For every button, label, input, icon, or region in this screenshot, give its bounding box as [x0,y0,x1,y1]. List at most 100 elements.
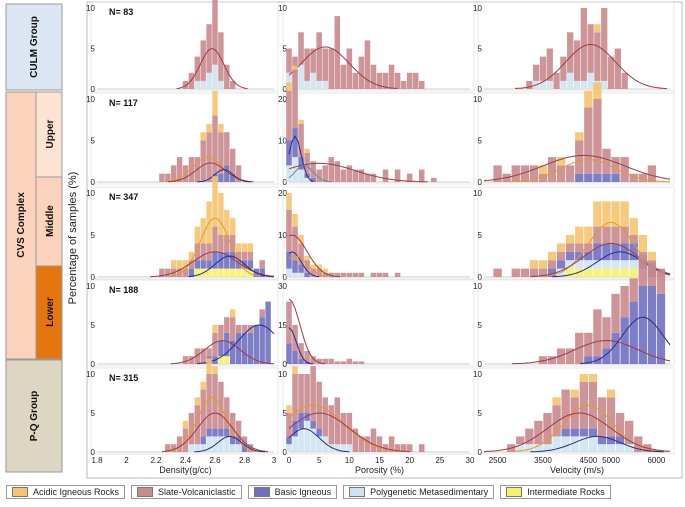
bar-slate [286,90,292,141]
bar-slate [206,348,212,357]
bar-slate [634,436,643,452]
bar-slate [547,260,557,269]
bar-slate [556,165,566,182]
bar-poly [560,80,567,89]
bar-poly [606,444,616,452]
bar-poly [322,80,328,89]
bar-poly [286,444,292,452]
bar-slate [538,173,548,182]
bar-acidic [593,82,602,99]
bar-basic [224,251,230,269]
legend-item-slate: Slate-Volcaniclastic [131,485,242,499]
bar-basic [298,157,304,170]
bar-slate [241,436,248,445]
panel-r2-c1: 0 10 20 [278,186,475,282]
bar-acidic [194,226,201,244]
bar-basic [265,301,271,364]
panel-r4-c0: 0 5 10 N= 315 1.8 2 2.2 2.4 2.6 2.8 3 Density(g/cc) [86,358,279,475]
bar-slate [235,420,242,437]
bar-slate [624,420,634,445]
bar-inter [235,268,242,277]
bar-acidic [529,260,539,269]
bar-slate [560,56,567,81]
bar-slate [602,317,611,349]
upper-label: Upper [45,119,56,148]
fit-curve-slate [288,46,398,89]
fit-curve-acidic [511,404,664,453]
fit-curve-basic [530,435,664,453]
bar-poly [194,444,201,452]
bar-acidic [292,65,298,70]
bar-slate [394,169,401,182]
bar-slate [170,165,177,182]
bar-inter [206,268,212,277]
bar-slate [629,278,638,302]
bar-poly [200,444,206,452]
bar-poly [346,444,353,452]
bar-slate [229,317,236,341]
bar-slate [370,272,377,277]
panel-frame [282,1,475,92]
y-tick-label: 10 [278,4,287,13]
bar-acidic [566,235,575,244]
middle-box [35,176,63,267]
bar-acidic [241,243,248,252]
bar-acidic [547,251,557,261]
bar-acidic [286,82,292,91]
x-tick-label: 5 [317,456,322,465]
bar-poly [584,260,593,269]
bar-slate [552,405,561,437]
bar-slate [340,361,347,364]
fit-curve-slate [170,340,275,365]
bar-slate [611,293,620,333]
panel-frame [282,279,475,367]
bar-slate [400,444,407,452]
bar-acidic [188,251,195,261]
panel-frame [282,186,475,280]
bar-poly [328,444,335,452]
fit-curve-acidic [288,255,332,278]
bar-basic [606,436,616,445]
bar-slate [358,436,365,452]
bar-slate [346,358,353,364]
bar-slate [611,157,620,174]
bar-slate [493,165,502,182]
bar-acidic [588,374,598,382]
bar-poly [310,428,316,452]
middle-label: Middle [45,205,56,237]
panel-r3-c2: 0 5 10 [473,254,675,369]
x-tick-label: 4500 [579,456,597,465]
x-tick-label: 30 [466,456,475,465]
y-tick-label: 0 [478,360,483,369]
bar-acidic [538,165,548,174]
y-tick-label: 0 [91,85,96,94]
bar-poly [298,64,304,89]
bar-basic [547,268,557,277]
bar-poly [286,165,292,182]
fit-curve-slate [176,47,248,90]
fit-curve-slate [288,162,428,183]
bar-slate [553,72,560,89]
bar-basic [286,436,292,445]
bar-poly [629,260,638,269]
bar-slate [376,72,383,89]
bar-basic [292,351,298,364]
x-tick-label: 3500 [534,456,552,465]
bar-slate [629,173,638,182]
bar-acidic [304,148,310,153]
bar-slate [292,226,298,261]
bar-poly [611,260,620,269]
bar-inter [218,268,224,277]
bar-basic [556,260,566,269]
bar-slate [406,444,413,452]
bar-poly [561,436,570,452]
bar-acidic [218,123,224,133]
bar-basic [200,436,206,445]
bar-acidic [229,218,236,235]
panel-frame [90,1,279,92]
bar-slate [218,132,224,174]
bar-slate [431,177,437,182]
panel-r0-c1: 0 5 10 [278,1,475,94]
bar-poly [298,169,304,182]
